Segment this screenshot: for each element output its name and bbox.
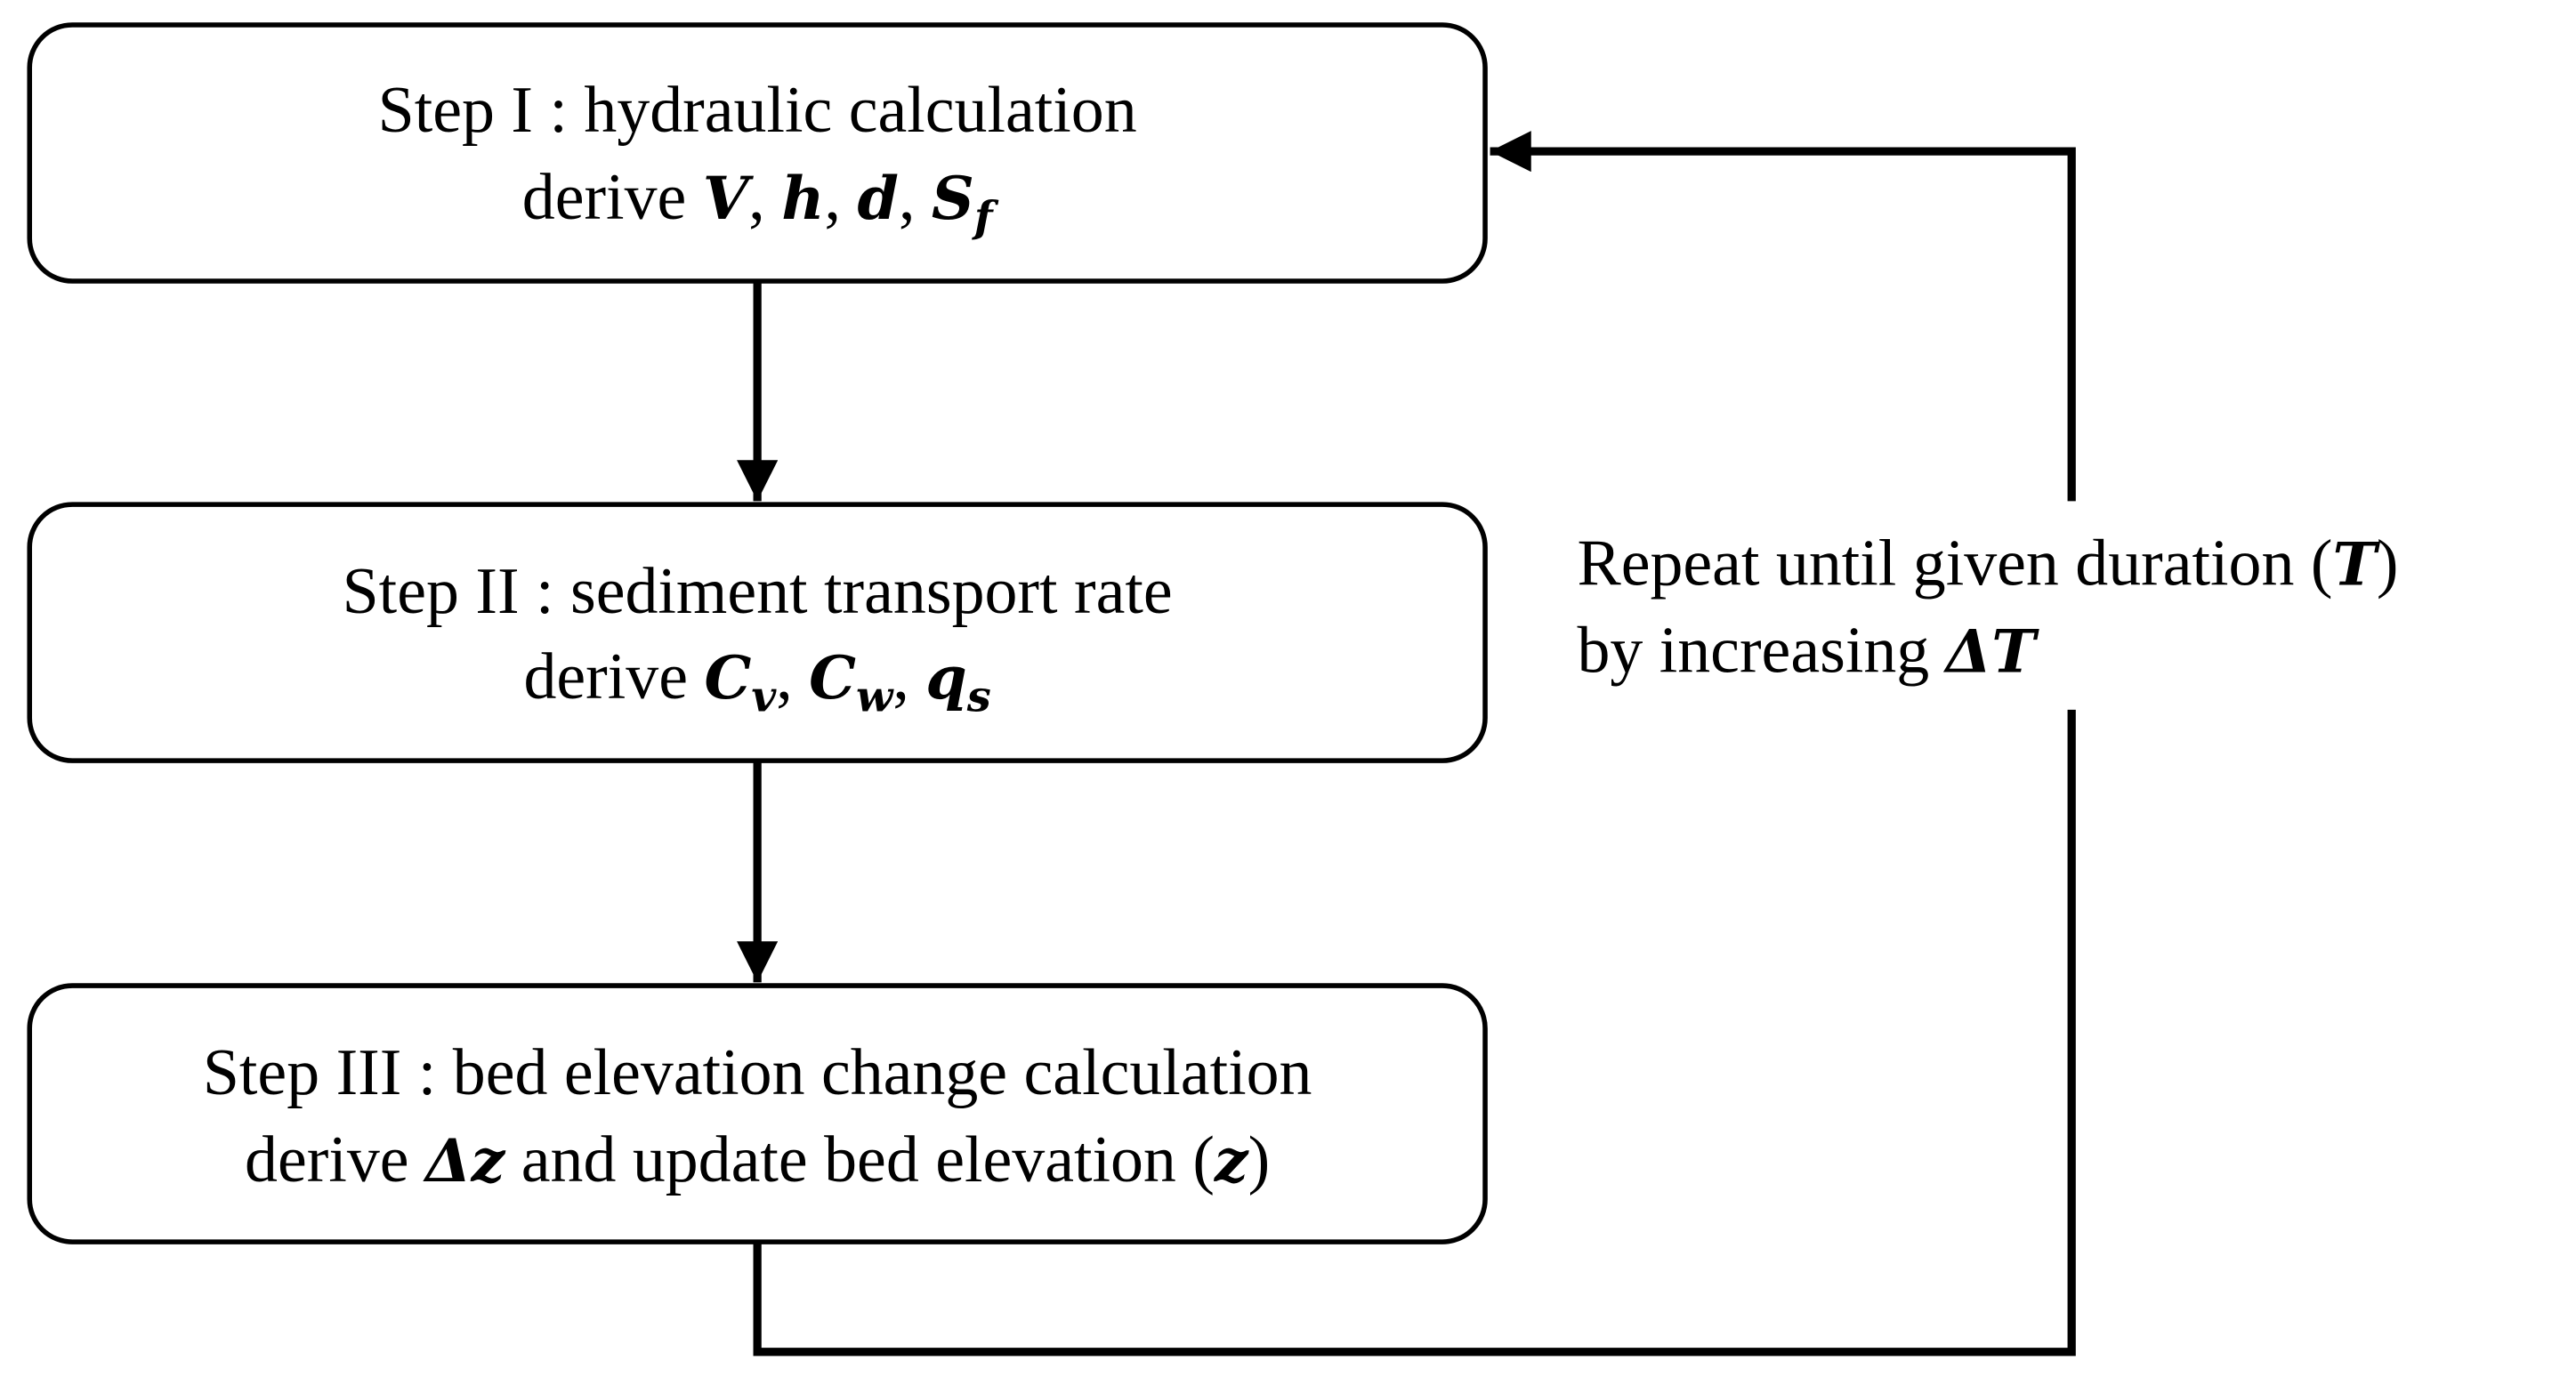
text-part: T <box>2332 530 2380 600</box>
text-part: derive <box>522 160 703 233</box>
text-part: z <box>1214 1126 1249 1196</box>
text-part: Δz <box>423 1126 506 1196</box>
text-part: , <box>748 160 781 233</box>
step-box <box>27 502 1488 763</box>
text-part: q <box>925 643 966 713</box>
loop-line <box>753 709 2076 1357</box>
text-part: , <box>776 640 809 713</box>
step-title: Step I : hydraulic calculation <box>378 73 1137 146</box>
step-box <box>27 22 1488 284</box>
text-part: ) <box>1248 1123 1271 1196</box>
text-part: d <box>857 164 898 233</box>
text-part: , <box>899 160 932 233</box>
text-part: derive <box>523 640 704 713</box>
text-part: ΔT <box>1943 616 2040 686</box>
text-part: v <box>751 672 777 722</box>
text-part: and update bed elevation ( <box>505 1123 1215 1196</box>
step-title: Step III : bed elevation change calculat… <box>203 1035 1312 1108</box>
text-part: s <box>966 672 991 722</box>
text-part: h <box>781 164 824 233</box>
text-part: , <box>825 160 858 233</box>
text-part: derive <box>245 1123 425 1196</box>
step-box <box>27 983 1488 1244</box>
loop-label: Repeat until given duration (T) <box>1577 527 2398 600</box>
text-part: V <box>703 164 755 233</box>
text-part: S <box>932 164 974 233</box>
text-part: Repeat until given duration ( <box>1577 527 2332 600</box>
loop-label: by increasing ΔT <box>1577 613 2039 686</box>
text-part: ) <box>2377 527 2399 600</box>
text-part: w <box>856 672 894 722</box>
text-part: , <box>892 640 925 713</box>
text-part: C <box>809 643 856 713</box>
text-part: C <box>704 643 751 713</box>
text-part: by increasing <box>1577 613 1945 686</box>
loop-arrow <box>1490 131 2076 502</box>
step-output: derive Δz and update bed elevation (z) <box>245 1123 1270 1196</box>
step-title: Step II : sediment transport rate <box>343 554 1173 627</box>
step-output: derive V, h, d, Sf <box>522 160 999 243</box>
step-output: derive Cv, Cw, qs <box>523 640 990 722</box>
